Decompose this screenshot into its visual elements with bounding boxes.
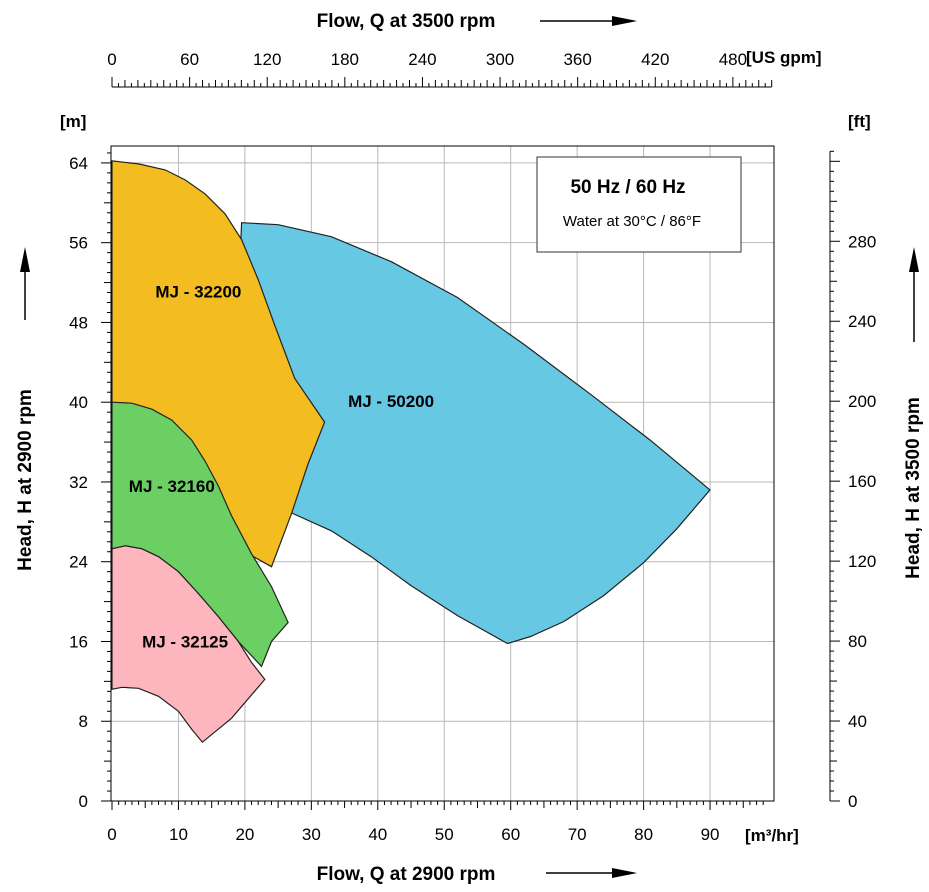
top-tick-label: 240 [408,50,436,69]
legend-subtitle: Water at 30°C / 86°F [563,213,701,230]
left-axis-arrow-icon [20,247,30,320]
left-tick-label: 0 [79,792,88,811]
bottom-tick-label: 70 [568,825,587,844]
right-axis-title: Head, H at 3500 rpm [903,397,924,579]
right-tick-label: 0 [848,792,857,811]
bottom-axis-arrow-icon [546,868,637,878]
bottom-tick-label: 30 [302,825,321,844]
bottom-tick-label: 60 [501,825,520,844]
plot-area: MJ - 50200 MJ - 32200 MJ - 32160 MJ - 32125 [110,145,775,802]
right-tick-label: 160 [848,472,876,491]
left-tick-label: 8 [79,712,88,731]
bottom-axis-unit: [m³/hr] [745,826,799,845]
left-tick-label: 48 [69,313,88,332]
bottom-tick-label: 10 [169,825,188,844]
right-axis-arrow-icon [909,247,919,342]
left-axis-unit: [m] [60,112,86,131]
bottom-axis-title: Flow, Q at 2900 rpm [317,864,496,885]
bottom-tick-label: 20 [235,825,254,844]
bottom-tick-label: 90 [701,825,720,844]
bottom-tick-label: 0 [107,825,116,844]
left-tick-label: 32 [69,473,88,492]
bottom-tick-label: 50 [435,825,454,844]
left-tick-label: 64 [69,154,88,173]
region-label-mj-32160: MJ - 32160 [129,477,215,496]
top-tick-label: 300 [486,50,514,69]
right-tick-label: 80 [848,632,867,651]
left-head-axis: 0 8 16 24 32 40 48 56 64 [69,152,111,811]
right-head-axis: 0 40 80 120 160 200 240 280 [829,150,876,811]
left-tick-label: 40 [69,393,88,412]
right-tick-label: 280 [848,232,876,251]
right-tick-label: 120 [848,552,876,571]
right-axis-unit: [ft] [848,112,871,131]
top-tick-label: 360 [563,50,591,69]
pump-region-labels: MJ - 50200 MJ - 32200 MJ - 32160 MJ - 32125 [129,283,434,652]
bottom-tick-label: 40 [368,825,387,844]
plot-frame [110,145,775,802]
left-axis-title: Head, H at 2900 rpm [15,389,36,571]
top-flow-axis: 0 60 120 180 240 300 360 420 480 [107,50,773,88]
top-tick-label: 180 [331,50,359,69]
top-tick-label: 480 [719,50,747,69]
bottom-flow-axis: 0 10 20 30 40 50 60 70 80 90 [107,801,764,844]
legend-title: 50 Hz / 60 Hz [570,177,685,198]
left-tick-label: 16 [69,632,88,651]
top-tick-label: 0 [107,50,116,69]
legend-box: 50 Hz / 60 Hz Water at 30°C / 86°F [536,156,742,253]
pump-regions [111,160,711,744]
top-tick-label: 60 [180,50,199,69]
top-axis-title: Flow, Q at 3500 rpm [317,11,496,32]
region-label-mj-32125: MJ - 32125 [142,633,228,652]
left-tick-label: 56 [69,234,88,253]
top-tick-label: 120 [253,50,281,69]
top-tick-label: 420 [641,50,669,69]
right-tick-label: 40 [848,712,867,731]
region-mj-32125 [111,545,266,744]
region-label-mj-32200: MJ - 32200 [155,283,241,302]
bottom-tick-label: 80 [634,825,653,844]
top-axis-unit: [US gpm] [746,48,822,67]
right-tick-label: 240 [848,312,876,331]
left-tick-label: 24 [69,553,88,572]
top-axis-arrow-icon [540,16,637,26]
right-tick-label: 200 [848,392,876,411]
region-label-mj-50200: MJ - 50200 [348,392,434,411]
